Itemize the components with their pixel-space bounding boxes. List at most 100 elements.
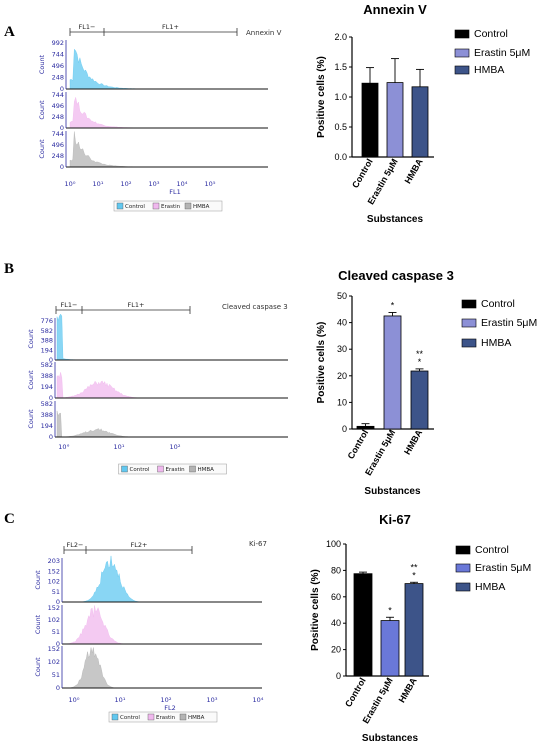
flow-legend-label: Erastin — [156, 715, 176, 721]
flow-legend-frame — [108, 711, 218, 723]
flow-legend-label: Erastin — [166, 467, 186, 473]
legend-label: Erastin 5μM — [481, 317, 537, 329]
y-tick-label: 80 — [331, 565, 341, 575]
significance-line: * — [418, 357, 422, 367]
y-tick-label: 10 — [337, 397, 347, 407]
y-tick-label: 51 — [52, 671, 60, 679]
category-label: HMBA — [403, 157, 425, 186]
histogram-row-erastin: 744 496 248 0 Count — [38, 91, 268, 132]
chart-title: Ki-67 — [379, 512, 411, 527]
bar-hmba — [411, 86, 429, 158]
y-tick-label: 194 — [41, 383, 53, 391]
bar-control — [356, 425, 375, 430]
y-tick-label: 248 — [52, 113, 64, 121]
x-tick-label: 10¹ — [115, 696, 126, 704]
y-tick-label: 60 — [331, 592, 341, 602]
y-tick-label: 152 — [48, 645, 60, 653]
significance-line: ** — [410, 562, 418, 572]
y-tick-label: 582 — [41, 327, 53, 335]
flow-legend-swatch — [184, 202, 192, 210]
x-tick-label: 10° — [58, 443, 70, 451]
y-tick-label: 0 — [49, 394, 53, 402]
chart-title: Annexin V — [363, 2, 427, 17]
bar-chart: Ki-67 0 20 40 60 80 100 Positive cells (%) Contr… — [310, 512, 531, 744]
legend-swatch — [455, 582, 471, 592]
histogram-erastin — [69, 96, 240, 129]
count-axis-label: Count — [27, 409, 35, 429]
flow-legend-swatch — [116, 202, 124, 210]
flow-legend-swatch — [179, 713, 187, 721]
chart-legend: Control Erastin 5μM HMBA — [455, 544, 531, 593]
chart-legend: Control Erastin 5μM HMBA — [454, 28, 530, 76]
legend-label: Erastin 5μM — [474, 47, 530, 59]
flow-legend-label: HMBA — [188, 715, 205, 721]
y-tick-label: 100 — [326, 539, 341, 549]
y-axis-label: Positive cells (%) — [316, 56, 327, 138]
y-tick-label: 152 — [48, 567, 60, 575]
flow-histogram-panel: FL1− FL1+ Cleaved caspase 37765823881940Co… — [27, 301, 288, 475]
flow-legend-swatch — [157, 465, 164, 473]
flow-legend-frame — [118, 463, 227, 475]
flow-legend-swatch — [147, 713, 155, 721]
histogram-hmba — [69, 131, 240, 168]
y-tick-label: 20 — [331, 645, 341, 655]
chart-title: Cleaved caspase 3 — [338, 268, 454, 283]
x-tick-label: 10³ — [149, 180, 160, 188]
bar-control — [353, 573, 373, 677]
count-axis-label: Count — [38, 139, 46, 159]
flow-legend-label: HMBA — [198, 467, 215, 473]
histogram-row-hmba: 744 496 248 0 Count — [38, 130, 268, 171]
significance-marker: * — [388, 605, 392, 615]
legend-label: HMBA — [474, 64, 504, 76]
gate-negative-label: FL2− — [67, 541, 84, 549]
y-tick-label: 203 — [48, 557, 60, 565]
bar-erastin-5μm — [380, 620, 400, 677]
count-axis-label: Count — [38, 54, 46, 74]
legend-label: Control — [481, 298, 515, 310]
y-tick-label: 388 — [41, 372, 53, 380]
y-tick-label: 0 — [336, 671, 341, 681]
flow-legend-swatch — [152, 202, 160, 210]
x-tick-label: 10³ — [207, 696, 218, 704]
y-tick-label: 744 — [52, 51, 64, 59]
legend-label: HMBA — [481, 337, 511, 349]
y-axis-label: Positive cells (%) — [316, 322, 327, 404]
panel-letter: A — [4, 24, 15, 40]
y-tick-label: 496 — [52, 102, 64, 110]
category-label: HMBA — [402, 428, 424, 457]
histogram-row-hmba: 152 102 51 0 Count — [34, 645, 262, 692]
flow-legend-label: Erastin — [161, 204, 181, 210]
histogram-row-hmba: 582 388 194 0 Count — [27, 400, 288, 441]
y-tick-label: 496 — [52, 141, 64, 149]
histogram-hmba — [64, 647, 205, 689]
y-tick-label: 744 — [52, 130, 64, 138]
x-tick-label: 10² — [121, 180, 132, 188]
y-tick-label: 102 — [48, 616, 60, 624]
x-tick-label: 10¹ — [93, 180, 104, 188]
y-tick-label: 0 — [60, 163, 64, 171]
histogram-row-control: 992 744 496 248 0 Count — [38, 39, 268, 93]
y-axis-label: Positive cells (%) — [310, 569, 321, 651]
y-tick-label: 992 — [52, 39, 64, 47]
y-tick-label: 0.0 — [334, 152, 347, 162]
histogram-row-erastin: 152 102 51 0 Count — [34, 604, 262, 648]
y-tick-label: 582 — [41, 400, 53, 408]
legend-swatch — [461, 299, 477, 309]
y-tick-label: 40 — [331, 618, 341, 628]
count-axis-label: Count — [38, 100, 46, 120]
bar-erastin-5μm — [383, 315, 402, 430]
y-tick-label: 776 — [41, 317, 53, 325]
y-tick-label: 0 — [60, 124, 64, 132]
count-axis-label: Count — [34, 614, 42, 634]
category-label: HMBA — [397, 676, 419, 705]
category-label: Control — [343, 676, 368, 709]
y-tick-label: 0 — [56, 640, 60, 648]
histogram-erastin — [56, 372, 200, 399]
bar-hmba — [410, 370, 429, 430]
x-tick-label: 10⁰ — [69, 696, 80, 704]
x-axis-label: Substances — [364, 486, 421, 497]
panel-c: C FL2− FL2+ Ki-67 203 152 102 51 0 Count 152 102 51 0… — [4, 511, 531, 744]
marker-label: Ki-67 — [249, 540, 267, 548]
